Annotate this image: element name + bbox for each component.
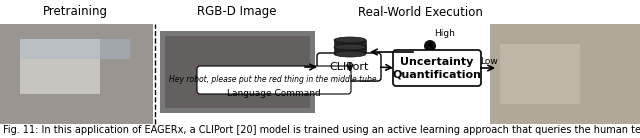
FancyBboxPatch shape <box>334 47 366 55</box>
FancyBboxPatch shape <box>20 39 100 94</box>
FancyBboxPatch shape <box>490 24 640 124</box>
Text: Pretraining: Pretraining <box>42 6 108 18</box>
Circle shape <box>424 40 436 52</box>
Ellipse shape <box>334 59 366 65</box>
Ellipse shape <box>334 51 366 57</box>
Text: Fig. 11: In this application of EAGERx, a CLIPort [20] model is trained using an: Fig. 11: In this application of EAGERx, … <box>3 125 640 135</box>
Text: High: High <box>434 30 455 39</box>
Text: CLIPort: CLIPort <box>330 62 369 72</box>
FancyBboxPatch shape <box>393 50 481 86</box>
Text: Real-World Execution: Real-World Execution <box>358 6 483 18</box>
FancyBboxPatch shape <box>334 40 366 48</box>
FancyBboxPatch shape <box>20 39 130 59</box>
Ellipse shape <box>334 37 366 43</box>
FancyBboxPatch shape <box>334 54 366 62</box>
FancyBboxPatch shape <box>0 24 153 124</box>
FancyBboxPatch shape <box>165 36 310 108</box>
Text: RGB-D Image: RGB-D Image <box>197 6 276 18</box>
FancyBboxPatch shape <box>500 44 580 104</box>
Ellipse shape <box>334 44 366 50</box>
Text: Uncertainty
Quantification: Uncertainty Quantification <box>392 57 481 79</box>
Text: Low: Low <box>480 57 498 66</box>
FancyBboxPatch shape <box>317 53 381 81</box>
FancyBboxPatch shape <box>160 31 315 113</box>
Text: Language Command: Language Command <box>227 90 321 99</box>
FancyBboxPatch shape <box>197 66 351 94</box>
Text: Hey robot, please put the red thing in the middle tube.: Hey robot, please put the red thing in t… <box>169 75 379 84</box>
